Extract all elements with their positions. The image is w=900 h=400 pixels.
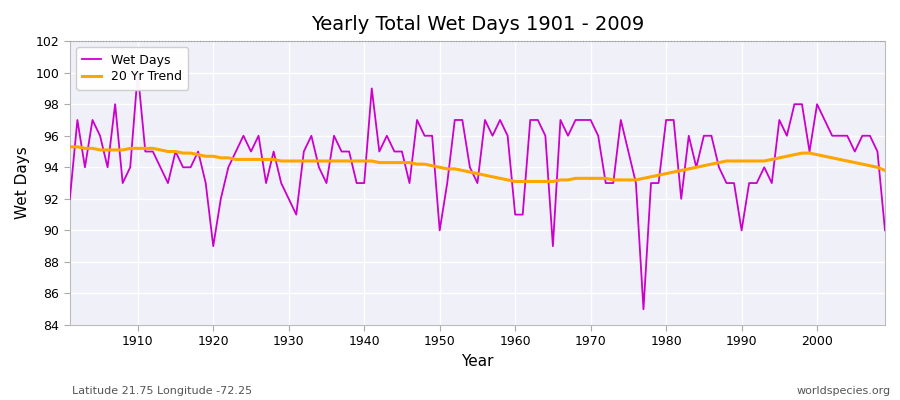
20 Yr Trend — [518, 179, 528, 184]
Legend: Wet Days, 20 Yr Trend: Wet Days, 20 Yr Trend — [76, 47, 188, 90]
Text: Latitude 21.75 Longitude -72.25: Latitude 21.75 Longitude -72.25 — [72, 386, 252, 396]
Line: 20 Yr Trend: 20 Yr Trend — [70, 147, 885, 182]
20 Yr Trend — [879, 168, 890, 173]
20 Yr Trend — [291, 158, 302, 163]
Wet Days — [509, 212, 520, 217]
Title: Yearly Total Wet Days 1901 - 2009: Yearly Total Wet Days 1901 - 2009 — [310, 15, 644, 34]
20 Yr Trend — [337, 158, 347, 163]
Wet Days — [299, 149, 310, 154]
Wet Days — [125, 165, 136, 170]
Wet Days — [344, 149, 355, 154]
Wet Days — [132, 70, 143, 75]
Wet Days — [608, 181, 618, 186]
Text: worldspecies.org: worldspecies.org — [796, 386, 891, 396]
Wet Days — [518, 212, 528, 217]
Wet Days — [638, 307, 649, 312]
20 Yr Trend — [125, 146, 136, 151]
Wet Days — [65, 196, 76, 201]
Y-axis label: Wet Days: Wet Days — [15, 147, 30, 220]
X-axis label: Year: Year — [461, 354, 494, 369]
20 Yr Trend — [502, 178, 513, 182]
20 Yr Trend — [608, 178, 618, 182]
Wet Days — [879, 228, 890, 233]
20 Yr Trend — [65, 144, 76, 149]
Line: Wet Days: Wet Days — [70, 73, 885, 309]
20 Yr Trend — [509, 179, 520, 184]
